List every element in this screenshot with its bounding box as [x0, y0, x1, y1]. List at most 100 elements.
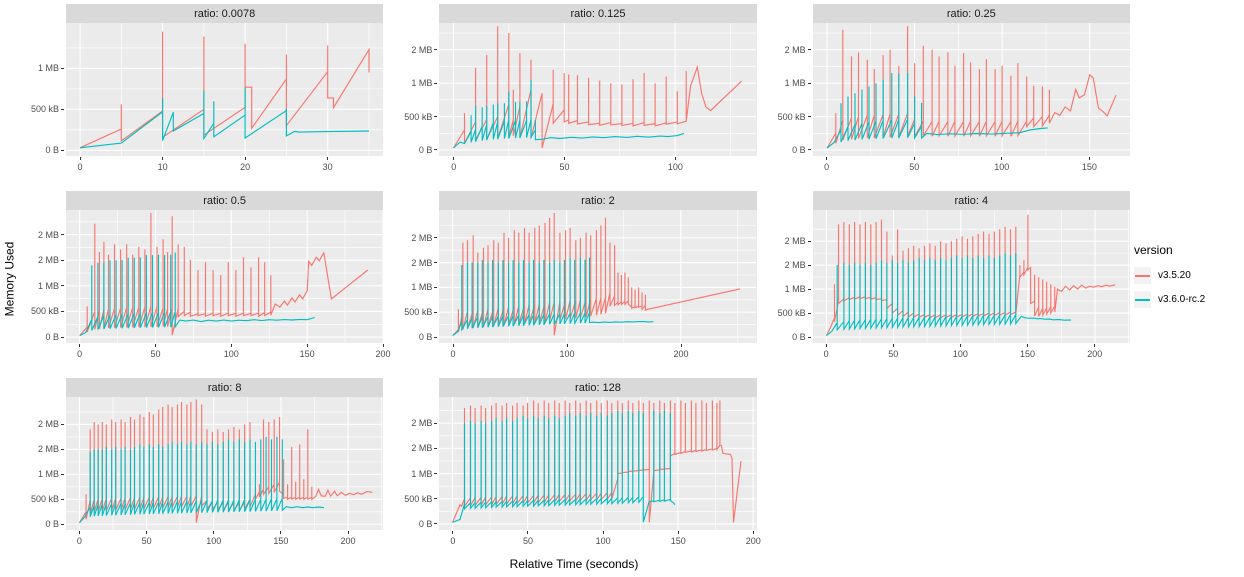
y-axis-label: 500 kB — [30, 306, 59, 317]
panel — [66, 397, 384, 530]
x-axis-tick — [79, 157, 81, 160]
panel-plot — [66, 210, 383, 343]
y-axis-label: 500 kB — [777, 111, 806, 122]
legend-item-label: v3.6.0-rc.2 — [1158, 294, 1206, 305]
y-axis-tick — [61, 149, 64, 151]
y-axis-tick — [434, 523, 438, 525]
x-axis: 0 10 20 30 — [66, 156, 383, 181]
y-axis-tick — [434, 311, 438, 313]
x-axis-title: Relative Time (seconds) — [509, 557, 639, 571]
x-axis-tick — [1094, 344, 1096, 347]
x-axis-label: 0 — [76, 536, 82, 546]
y-axis-tick — [434, 498, 438, 500]
y-axis-label: 1 MB — [411, 282, 433, 293]
series-line-v3.5.20 — [826, 26, 1117, 149]
y-axis-label: 1 MB — [411, 78, 433, 89]
y-axis: 0 B 500 kB 1 MB 2 MB — [765, 23, 813, 156]
panel-plot — [812, 23, 1130, 156]
series-line-v3.6.0-rc.2 — [825, 253, 1071, 337]
x-axis-tick — [327, 157, 329, 160]
x-axis-label: 50 — [150, 349, 161, 359]
x-axis: 0 50 100 — [439, 156, 756, 181]
x-axis-tick — [453, 157, 455, 160]
panel — [66, 210, 384, 343]
series-line-v3.6.0-rc.2 — [78, 436, 324, 524]
y-axis-tick — [434, 49, 438, 51]
legend-key-line — [1135, 298, 1150, 301]
y-axis: 0 B 500 kB 1 MB 2 MB — [391, 23, 439, 156]
series-line-v3.5.20 — [79, 213, 369, 336]
series-line-v3.5.20 — [452, 400, 742, 523]
x-axis-label: 50 — [909, 162, 920, 172]
y-axis-tick — [434, 82, 438, 84]
y-axis-label: 1 MB — [784, 284, 806, 295]
y-axis-label: 500 kB — [30, 494, 59, 505]
y-axis-title: Memory Used — [0, 0, 18, 557]
legend-key-line — [1135, 274, 1150, 277]
x-axis-tick — [1088, 157, 1090, 160]
legend-item: v3.5.20 — [1134, 267, 1242, 284]
x-axis-label: 50 — [141, 536, 152, 546]
x-axis-label: 50 — [559, 162, 570, 172]
y-axis: 0 B 500 kB 1 MB 2 MB 2 MB — [391, 210, 439, 343]
panel — [439, 210, 757, 343]
x-axis-label: 200 — [375, 349, 391, 359]
y-axis-tick — [434, 237, 438, 239]
x-axis-label: 100 — [952, 349, 968, 359]
x-axis-label: 0 — [824, 162, 830, 172]
x-axis-tick — [452, 344, 454, 347]
y-axis-label: 500 kB — [404, 307, 433, 318]
x-axis-label: 0 — [451, 162, 457, 172]
y-axis-tick — [434, 286, 438, 288]
y-axis-tick — [61, 234, 64, 236]
y-axis-label: 2 MB — [37, 255, 59, 266]
series-line-v3.6.0-rc.2 — [452, 410, 676, 523]
y-axis-label: 2 MB — [784, 260, 806, 271]
x-axis-label: 200 — [673, 349, 689, 359]
x-axis-label: 150 — [299, 349, 315, 359]
series-line-v3.6.0-rc.2 — [826, 73, 1048, 149]
y-axis-tick — [61, 473, 64, 475]
x-axis-label: 100 — [206, 536, 222, 546]
y-axis-label: 0 B — [45, 145, 59, 156]
x-axis-tick — [452, 531, 454, 534]
facet-strip-label: ratio: 0.0078 — [66, 4, 384, 23]
y-axis-tick — [434, 447, 438, 449]
y-axis-tick — [61, 67, 64, 69]
x-axis-label: 200 — [745, 536, 761, 546]
y-axis-label: 2 MB — [784, 236, 806, 247]
facet-cell: ratio: 2 0 B 500 kB 1 MB 2 MB 2 MB 0 100 200 — [391, 191, 757, 368]
y-axis-tick — [807, 49, 811, 51]
x-axis-label: 100 — [559, 349, 575, 359]
x-axis-tick — [913, 157, 915, 160]
facet-strip-label: ratio: 0.125 — [439, 4, 757, 23]
legend-item: v3.6.0-rc.2 — [1134, 291, 1242, 308]
panel-plot — [66, 23, 383, 156]
legend-item-label: v3.5.20 — [1158, 270, 1191, 281]
legend-title: version — [1134, 243, 1173, 257]
facet-cell: ratio: 0.5 0 B 500 kB 1 MB 2 MB 2 MB 0 50 100 150… — [18, 191, 391, 368]
panel — [66, 23, 384, 156]
x-axis: 0 100 200 — [439, 343, 756, 368]
facet-strip-label: ratio: 2 — [439, 191, 757, 210]
legend-items: v3.5.20 v3.6.0-rc.2 — [1134, 267, 1242, 308]
panel — [812, 210, 1130, 343]
y-axis-tick — [434, 149, 438, 151]
y-axis-tick — [434, 116, 438, 118]
y-axis-label: 0 B — [418, 518, 433, 529]
panel-plot — [439, 210, 757, 343]
y-axis-label: 0 B — [792, 332, 806, 342]
x-axis-label: 150 — [273, 536, 289, 546]
x-axis-tick — [564, 157, 566, 160]
y-axis-tick — [61, 498, 64, 500]
x-axis-tick — [230, 344, 232, 347]
x-axis-tick — [566, 344, 568, 347]
x-axis-label: 100 — [595, 536, 611, 546]
legend-key — [1134, 291, 1151, 308]
y-axis-label: 2 MB — [411, 232, 433, 243]
y-axis-tick — [807, 264, 811, 266]
series-line-v3.5.20 — [79, 31, 370, 149]
x-axis: 0 50 100 150 200 — [439, 530, 761, 555]
facet-strip-label: ratio: 8 — [66, 378, 384, 397]
